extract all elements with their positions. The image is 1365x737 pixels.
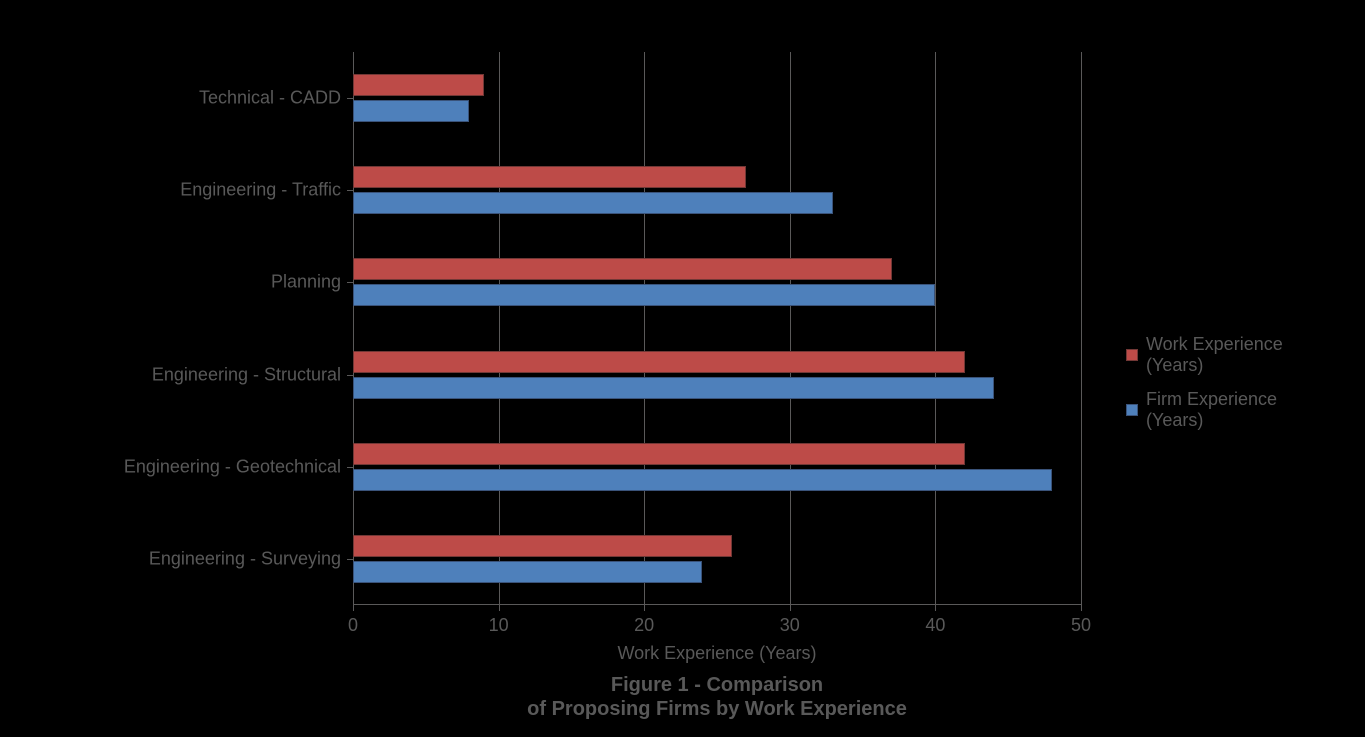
x-tick [1081, 605, 1082, 611]
gridline [499, 52, 500, 605]
bar [353, 166, 746, 188]
x-tick [353, 605, 354, 611]
y-axis-line [353, 52, 354, 605]
plot-area [353, 52, 1081, 605]
x-tick [935, 605, 936, 611]
y-tick [347, 98, 353, 99]
bar [353, 258, 892, 280]
legend-swatch [1126, 404, 1138, 416]
gridline [1081, 52, 1082, 605]
y-tick-label: Engineering - Surveying [149, 549, 341, 570]
x-tick-label: 30 [780, 615, 800, 636]
legend-item: Firm Experience (Years) [1126, 389, 1283, 430]
legend: Work Experience (Years) Firm Experience (… [1126, 334, 1283, 445]
x-tick-label: 20 [634, 615, 654, 636]
bar [353, 100, 469, 122]
gridline [790, 52, 791, 605]
x-axis-line [353, 604, 1081, 605]
x-tick-label: 10 [489, 615, 509, 636]
x-tick [790, 605, 791, 611]
y-tick-label: Planning [271, 272, 341, 293]
x-tick-label: 40 [925, 615, 945, 636]
chart-title: Figure 1 - Comparison of Proposing Firms… [527, 673, 907, 721]
y-tick [347, 559, 353, 560]
legend-label: Firm Experience (Years) [1146, 389, 1277, 430]
y-tick [347, 282, 353, 283]
x-tick-label: 50 [1071, 615, 1091, 636]
bar [353, 377, 994, 399]
legend-label: Work Experience (Years) [1146, 334, 1283, 375]
x-tick [499, 605, 500, 611]
bar [353, 469, 1052, 491]
gridline [935, 52, 936, 605]
x-tick-label: 0 [348, 615, 358, 636]
y-tick [347, 467, 353, 468]
bar [353, 192, 833, 214]
y-tick-label: Engineering - Traffic [180, 180, 341, 201]
legend-swatch [1126, 349, 1138, 361]
chart-container: Work Experience (Years) Firm Experience (… [0, 0, 1365, 737]
y-tick-label: Engineering - Structural [152, 364, 341, 385]
bar [353, 351, 965, 373]
bar [353, 535, 732, 557]
gridline [644, 52, 645, 605]
bar [353, 443, 965, 465]
bar [353, 284, 935, 306]
y-tick-label: Engineering - Geotechnical [124, 456, 341, 477]
x-tick [644, 605, 645, 611]
legend-item: Work Experience (Years) [1126, 334, 1283, 375]
bar [353, 74, 484, 96]
y-tick [347, 375, 353, 376]
y-tick [347, 190, 353, 191]
x-axis-title: Work Experience (Years) [617, 643, 816, 664]
y-tick-label: Technical - CADD [199, 88, 341, 109]
bar [353, 561, 702, 583]
